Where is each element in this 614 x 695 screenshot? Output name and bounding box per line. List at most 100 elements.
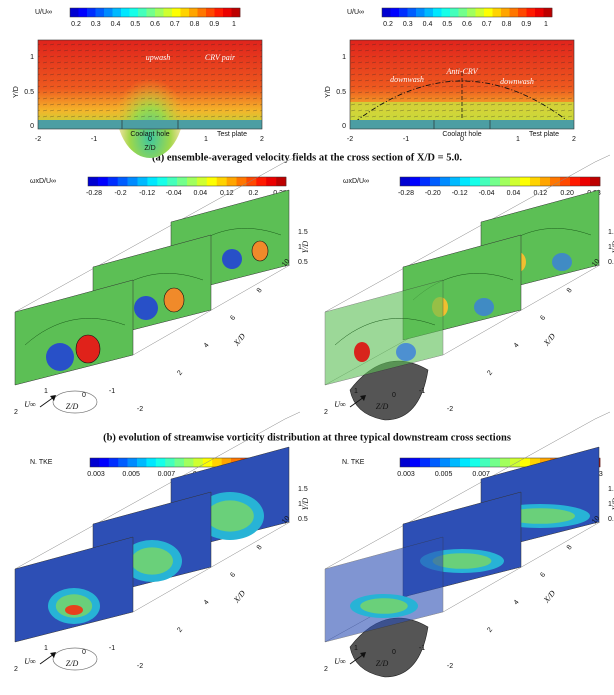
x-axis-label: Z/D: [144, 145, 155, 152]
colorbar-segment: [527, 8, 536, 17]
colorbar-segment: [550, 177, 560, 186]
colorbar-tick: 0.5: [130, 21, 140, 28]
colorbar-tick: -0.20: [425, 190, 441, 197]
colorbar-tick: -0.12: [139, 190, 155, 197]
annotation: downwash: [390, 75, 424, 84]
vortex-neg: [396, 343, 416, 361]
z-tick-label: 1: [354, 645, 358, 652]
colorbar-segment: [510, 8, 519, 17]
x-tick-label: 6: [229, 571, 237, 579]
colorbar-segment: [128, 177, 138, 186]
colorbar-segment: [480, 458, 490, 467]
z-tick-label: 1: [44, 388, 48, 395]
x-tick-label: -1: [91, 136, 97, 143]
colorbar-segment: [430, 177, 440, 186]
colorbar-tick: 0.6: [150, 21, 160, 28]
colorbar-segment: [399, 8, 408, 17]
colorbar-segment: [459, 8, 468, 17]
hole-label: Coolant hole: [442, 131, 481, 138]
colorbar-segment: [109, 458, 119, 467]
colorbar-segment: [172, 8, 181, 17]
colorbar-segment: [580, 177, 590, 186]
colorbar-segment: [400, 458, 410, 467]
y-tick-label: 0.5: [608, 516, 614, 523]
colorbar-segment: [425, 8, 434, 17]
colorbar-segment: [138, 177, 148, 186]
z-tick-label: 1: [44, 645, 48, 652]
x-axis-label: X/D: [541, 589, 557, 606]
colorbar-segment: [518, 8, 527, 17]
colorbar-segment: [79, 8, 88, 17]
vector-field: [350, 40, 574, 120]
colorbar-title: N. TKE: [30, 459, 53, 466]
colorbar-segment: [215, 8, 224, 17]
colorbar-segment: [442, 8, 451, 17]
vortex-neg: [222, 249, 242, 269]
z-tick-label: -1: [109, 388, 115, 395]
colorbar-segment: [500, 177, 510, 186]
z-axis-label: Z/D: [376, 402, 389, 411]
vortex-neg: [46, 343, 74, 371]
tke-mid: [360, 598, 408, 614]
colorbar-segment: [400, 177, 410, 186]
colorbar-segment: [382, 8, 391, 17]
colorbar-segment: [450, 177, 460, 186]
colorbar-segment: [156, 458, 166, 467]
colorbar-tick: 0.003: [397, 471, 415, 478]
y-tick-label: 0.5: [298, 259, 308, 266]
colorbar-segment: [476, 8, 485, 17]
colorbar-tick: 0.04: [193, 190, 207, 197]
test-plate: [38, 120, 262, 129]
colorbar-segment: [108, 177, 118, 186]
colorbar-segment: [113, 8, 122, 17]
colorbar-tick: 0.007: [472, 471, 490, 478]
colorbar-segment: [197, 177, 207, 186]
colorbar-title: N. TKE: [342, 459, 365, 466]
colorbar-tick: -0.28: [86, 190, 102, 197]
vortex-pos: [354, 342, 370, 362]
y-axis-label: Y/D: [301, 241, 310, 254]
z-axis-label: Z/D: [376, 659, 389, 668]
colorbar-tick: 0.12: [220, 190, 234, 197]
freestream-arrow: [40, 397, 54, 407]
x-tick-label: 8: [566, 544, 574, 552]
colorbar-segment: [420, 458, 430, 467]
z-tick-label: 1: [354, 388, 358, 395]
colorbar-segment: [530, 177, 540, 186]
colorbar-segment: [430, 458, 440, 467]
x-tick-label: 8: [256, 544, 264, 552]
box-edge: [285, 412, 300, 419]
colorbar-tick: 0.2: [249, 190, 259, 197]
colorbar-tick: -0.28: [398, 190, 414, 197]
colorbar-tick: 0.6: [462, 21, 472, 28]
test-plate: [350, 120, 574, 129]
z-tick-label: -2: [447, 406, 453, 413]
colorbar-segment: [433, 8, 442, 17]
z-tick-label: -1: [419, 388, 425, 395]
colorbar-segment: [198, 8, 207, 17]
colorbar-tick: 0.4: [423, 21, 433, 28]
x-tick-label: 2: [486, 369, 494, 377]
colorbar-segment: [175, 458, 185, 467]
vortex-pos: [164, 288, 184, 312]
vortex-pos: [252, 241, 268, 261]
colorbar-segment: [187, 177, 197, 186]
colorbar-segment: [217, 177, 227, 186]
colorbar-tick: 0.8: [190, 21, 200, 28]
colorbar-title: U/U∞: [35, 9, 52, 16]
colorbar-segment: [470, 177, 480, 186]
colorbar-segment: [207, 177, 217, 186]
colorbar-segment: [266, 177, 276, 186]
colorbar-tick: 0.20: [560, 190, 574, 197]
x-axis-label: X/D: [541, 332, 557, 349]
colorbar-title: ωxD/U∞: [30, 178, 56, 185]
colorbar-segment: [227, 177, 237, 186]
colorbar-tick: -0.2: [115, 190, 127, 197]
y-tick-label: 1: [30, 54, 34, 61]
colorbar-segment: [90, 458, 100, 467]
x-tick-label: 2: [176, 369, 184, 377]
colorbar-segment: [237, 177, 247, 186]
freestream-label: U∞: [24, 400, 36, 409]
colorbar-tick: 0.8: [502, 21, 512, 28]
x-tick-label: 2: [572, 136, 576, 143]
